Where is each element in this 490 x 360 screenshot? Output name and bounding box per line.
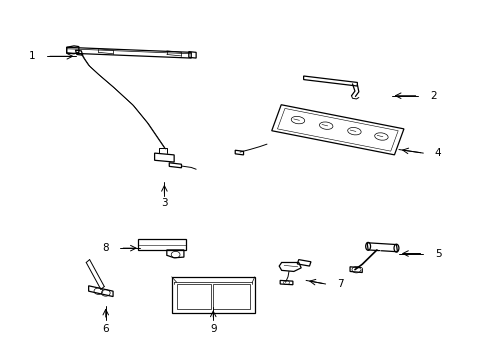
- Text: 4: 4: [435, 148, 441, 158]
- Text: 3: 3: [161, 198, 168, 208]
- Text: 6: 6: [102, 324, 109, 334]
- Text: 7: 7: [337, 279, 343, 289]
- Text: 9: 9: [210, 324, 217, 334]
- Text: 8: 8: [102, 243, 109, 253]
- Text: 2: 2: [430, 91, 437, 101]
- Text: 5: 5: [435, 248, 441, 258]
- Text: 1: 1: [29, 51, 36, 61]
